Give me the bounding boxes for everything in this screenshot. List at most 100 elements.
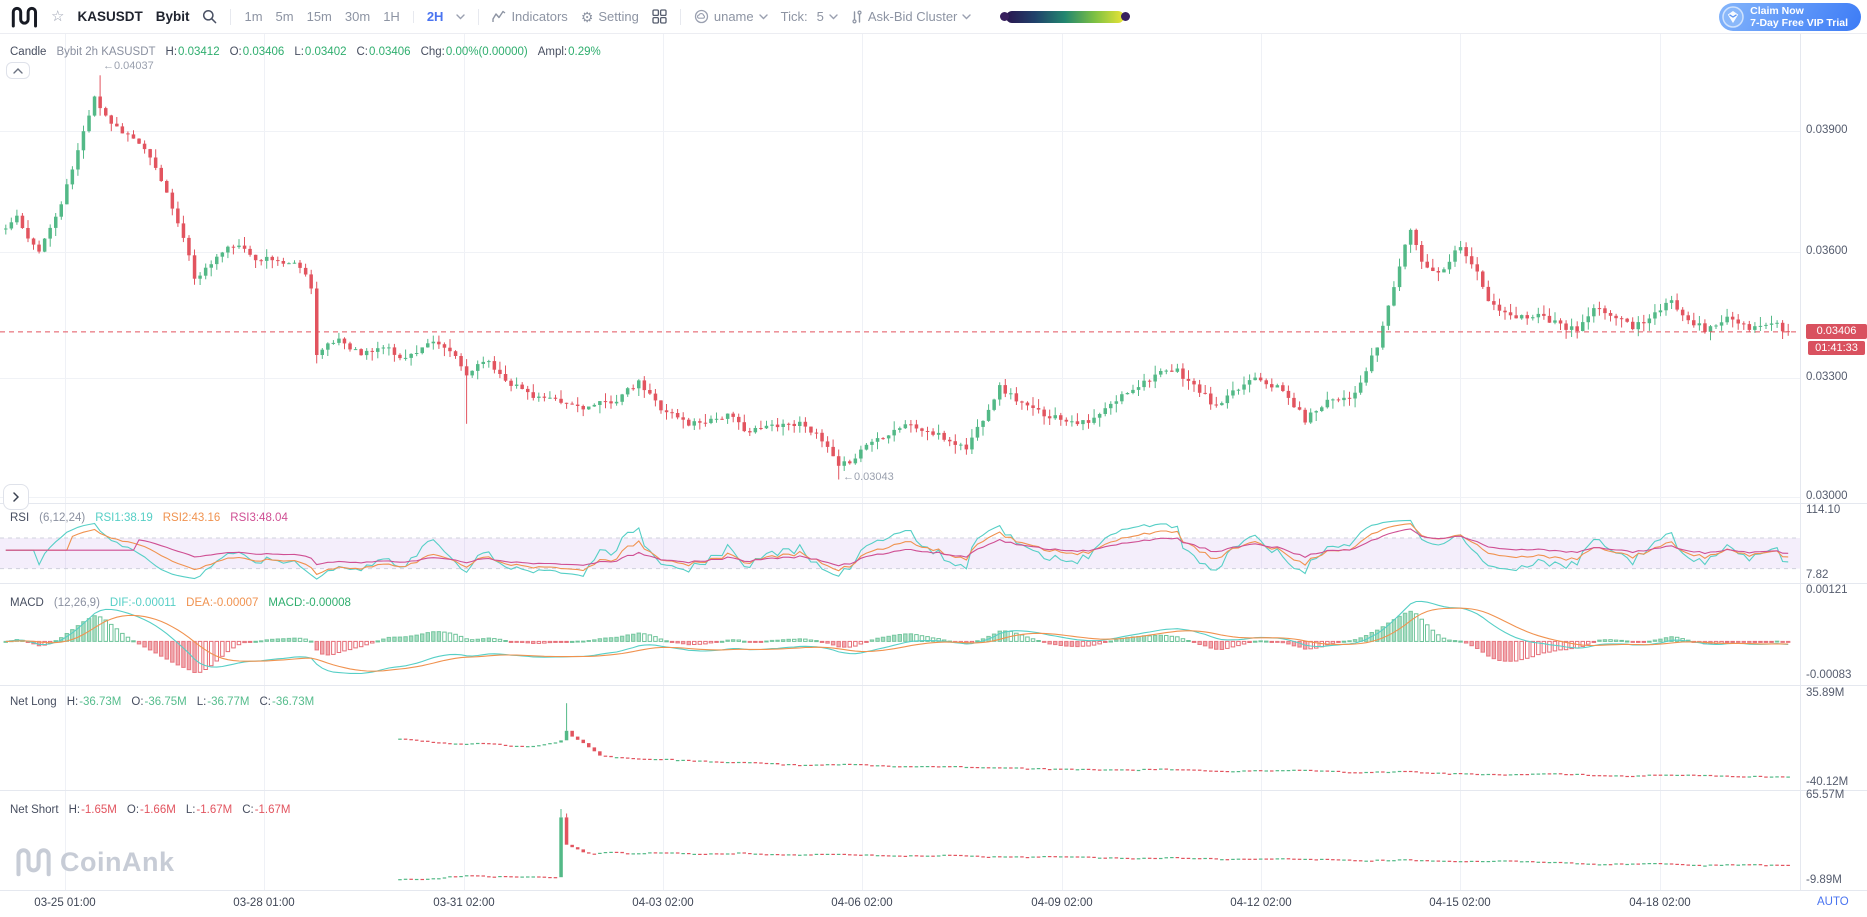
symbol-name[interactable]: KASUSDT	[77, 9, 143, 24]
layout-grid-icon[interactable]	[652, 9, 667, 24]
heatmap-gradient-bar[interactable]	[1000, 10, 1131, 23]
legend-item: MACD:-0.00008	[268, 597, 350, 609]
exchange-name[interactable]: Bybit	[155, 9, 190, 24]
price-axis-label: -40.12M	[1806, 776, 1849, 788]
legend-text: O:	[126, 804, 140, 816]
legend-text: O:	[131, 696, 144, 708]
ask-bid-cluster-label: Ask-Bid Cluster	[867, 9, 958, 24]
toolbar-divider	[230, 8, 232, 25]
rsi-pane-legend: RSI (6,12,24) RSI1:38.19 RSI2:43.16 RSI3:48.…	[10, 512, 288, 524]
search-icon[interactable]	[202, 9, 217, 24]
netshort-pane-legend: Net Short H: -1.65M O: -1.66M L: -1.67M C: -1.67…	[10, 804, 291, 816]
price-axis-label: -0.00083	[1806, 669, 1852, 681]
toolbar: ☆ KASUSDT Bybit 1m 5m 15m 30m 1H 2H Indicato…	[0, 0, 1867, 34]
legend-text: RSI2:43.16	[162, 512, 221, 524]
legend-item: O: -36.75M	[131, 696, 186, 708]
favorite-star-icon[interactable]: ☆	[51, 8, 65, 25]
time-axis-label: 03-28 01:00	[233, 897, 295, 909]
toolbar-divider	[679, 8, 681, 25]
legend-text: RSI	[10, 512, 30, 524]
time-axis-label: 04-03 02:00	[632, 897, 694, 909]
vip-trial-button[interactable]: Claim Now 7-Day Free VIP Trial	[1719, 2, 1861, 31]
legend-item: C: -36.73M	[259, 696, 314, 708]
indicators-button[interactable]: Indicators	[492, 9, 568, 24]
legend-text: L:	[196, 696, 207, 708]
legend-text: O:	[229, 46, 242, 58]
price-axis-label: 0.03300	[1806, 371, 1848, 383]
gradient-handle-right[interactable]	[1121, 12, 1131, 21]
legend-text: H:	[68, 804, 81, 816]
chevron-down-icon	[758, 13, 768, 19]
indicators-icon	[492, 10, 506, 22]
legend-item: C: 0.03406	[357, 46, 411, 58]
coinank-logo-icon	[11, 6, 38, 28]
legend-text: Net Short	[10, 804, 59, 816]
toolbar-divider	[478, 8, 480, 25]
legend-text: -36.73M	[79, 696, 122, 708]
legend-text: DEA:-0.00007	[186, 597, 259, 609]
setting-button[interactable]: ⚙ Setting	[581, 9, 639, 24]
legend-text: 0.00%(0.00000)	[445, 46, 528, 58]
price-axis-label: 7.82	[1806, 569, 1829, 581]
price-axis-label: -9.89M	[1806, 874, 1842, 886]
timeframe-15m[interactable]: 15m	[306, 9, 332, 24]
price-axis-label: 0.03900	[1806, 124, 1848, 136]
last-price-tag: 0.03406	[1806, 323, 1867, 339]
time-axis-label: 03-25 01:00	[34, 897, 96, 909]
legend-item: Ampl: 0.29%	[538, 46, 601, 58]
setting-gear-icon: ⚙	[580, 8, 594, 25]
legend-text: -1.65M	[81, 804, 117, 816]
legend-item: O: 0.03406	[230, 46, 285, 58]
ask-bid-cluster-select[interactable]: Ask-Bid Cluster	[851, 9, 972, 24]
time-axis-label: 04-18 02:00	[1629, 897, 1691, 909]
side-panel-expand-button[interactable]	[3, 484, 29, 510]
legend-text: 0.03406	[242, 46, 285, 58]
legend-collapse-button[interactable]	[6, 62, 30, 79]
legend-text: C:	[242, 804, 254, 816]
legend-text: C:	[356, 46, 369, 58]
gradient-handle-left[interactable]	[1000, 12, 1010, 21]
legend-text: Bybit 2h KASUSDT	[56, 46, 156, 58]
tick-select[interactable]: Tick: 5	[781, 9, 838, 24]
legend-text: (12,26,9)	[53, 597, 100, 609]
price-axis-label: 0.03000	[1806, 490, 1848, 502]
time-axis-label: 04-15 02:00	[1429, 897, 1491, 909]
legend-text: H:	[66, 696, 79, 708]
chevron-down-icon[interactable]	[456, 13, 466, 20]
price-extreme-annotation: ←0.04037	[103, 60, 154, 72]
timeframe-1H[interactable]: 1H	[383, 9, 400, 24]
timeframe-30m[interactable]: 30m	[344, 9, 371, 24]
legend-item: RSI2:43.16	[163, 512, 221, 524]
toolbar-divider	[412, 10, 414, 23]
gradient-scale[interactable]	[1006, 10, 1125, 23]
timeframe-active[interactable]: 2H	[426, 9, 444, 24]
legend-text: RSI3:48.04	[230, 512, 288, 524]
ask-bid-cluster-icon	[852, 9, 862, 23]
price-axis-label: 65.57M	[1806, 789, 1845, 801]
legend-text: L:	[185, 804, 196, 816]
account-menu[interactable]: uname	[694, 9, 768, 24]
timeframe-5m[interactable]: 5m	[275, 9, 294, 24]
legend-text: 0.03406	[369, 46, 411, 58]
legend-item: O: -1.66M	[127, 804, 176, 816]
legend-text: Ampl:	[537, 46, 568, 58]
macd-pane-legend: MACD (12,26,9) DIF:-0.00011 DEA:-0.00007 MAC…	[10, 597, 351, 609]
legend-text: -36.73M	[271, 696, 315, 708]
legend-item: L: -36.77M	[197, 696, 250, 708]
legend-item: H: -1.65M	[69, 804, 117, 816]
cloud-account-icon	[694, 9, 709, 24]
legend-item: L: 0.03402	[294, 46, 346, 58]
main-pane-legend: Candle Bybit 2h KASUSDT H: 0.03412 O: 0.03406…	[10, 46, 601, 58]
timeframe-1m[interactable]: 1m	[244, 9, 263, 24]
indicators-label: Indicators	[511, 9, 568, 24]
legend-item: H: 0.03412	[166, 46, 220, 58]
legend-text: Candle	[10, 46, 47, 58]
chart-area: Candle Bybit 2h KASUSDT H: 0.03412 O: 0.03406…	[0, 34, 1867, 917]
legend-text: MACD	[10, 597, 44, 609]
legend-text: C:	[259, 696, 271, 708]
candle-countdown-tag: 01:41:33	[1808, 340, 1865, 355]
timezone-auto-label[interactable]: AUTO	[1817, 896, 1849, 908]
legend-item: DIF:-0.00011	[110, 597, 176, 609]
legend-item: L: -1.67M	[186, 804, 232, 816]
